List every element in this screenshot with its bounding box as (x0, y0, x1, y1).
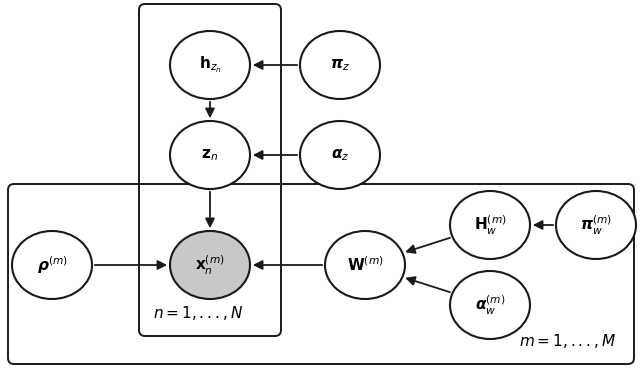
Text: $\boldsymbol{\rho}^{(m)}$: $\boldsymbol{\rho}^{(m)}$ (36, 254, 67, 276)
Text: $n = 1, ..., N$: $n = 1, ..., N$ (153, 304, 243, 322)
Ellipse shape (300, 121, 380, 189)
Text: $m = 1, ..., M$: $m = 1, ..., M$ (519, 332, 616, 350)
Text: $\mathbf{h}_{z_n}$: $\mathbf{h}_{z_n}$ (198, 55, 221, 75)
Ellipse shape (170, 31, 250, 99)
Ellipse shape (170, 121, 250, 189)
Text: $\mathbf{x}_n^{(m)}$: $\mathbf{x}_n^{(m)}$ (195, 253, 225, 277)
Text: $\mathbf{H}_w^{(m)}$: $\mathbf{H}_w^{(m)}$ (474, 214, 506, 237)
Text: $\boldsymbol{\pi}_z$: $\boldsymbol{\pi}_z$ (330, 57, 350, 73)
Text: $\mathbf{z}_n$: $\mathbf{z}_n$ (202, 147, 218, 163)
Ellipse shape (12, 231, 92, 299)
Ellipse shape (300, 31, 380, 99)
Ellipse shape (325, 231, 405, 299)
Text: $\boldsymbol{\alpha}_w^{(m)}$: $\boldsymbol{\alpha}_w^{(m)}$ (475, 293, 505, 317)
Text: $\mathbf{W}^{(m)}$: $\mathbf{W}^{(m)}$ (347, 256, 383, 274)
Ellipse shape (450, 271, 530, 339)
Ellipse shape (450, 191, 530, 259)
Text: $\boldsymbol{\pi}_w^{(m)}$: $\boldsymbol{\pi}_w^{(m)}$ (580, 214, 612, 237)
Ellipse shape (556, 191, 636, 259)
Ellipse shape (170, 231, 250, 299)
Text: $\boldsymbol{\alpha}_z$: $\boldsymbol{\alpha}_z$ (331, 147, 349, 163)
